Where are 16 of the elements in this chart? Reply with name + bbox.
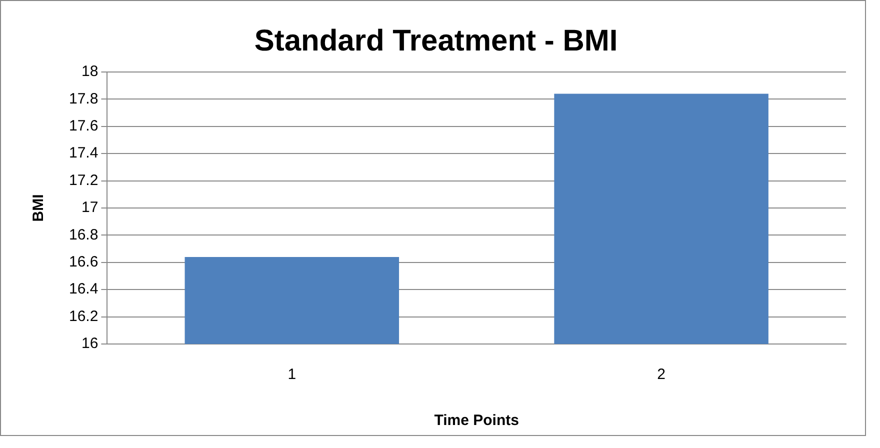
x-tick-label: 1: [288, 366, 296, 384]
y-tick-label: 17.8: [68, 90, 98, 108]
y-tick-label: 16.6: [68, 254, 98, 271]
y-axis-title: BMI: [30, 194, 48, 222]
y-tick-label: 17: [82, 199, 98, 216]
y-tick-label: 16.8: [68, 226, 98, 244]
y-tick-label: 16.4: [68, 280, 98, 298]
x-tick-label: 2: [657, 366, 666, 384]
y-tick-label: 17.2: [68, 172, 98, 189]
y-tick-label: 16: [82, 335, 98, 352]
x-axis-title: Time Points: [434, 412, 519, 430]
y-tick-label: 16.2: [68, 308, 98, 325]
y-tick-label: 18: [82, 63, 98, 80]
chart-title: Standard Treatment - BMI: [254, 24, 618, 58]
y-tick-label: 17.4: [68, 144, 98, 162]
y-tick-label: 17.6: [68, 118, 98, 135]
